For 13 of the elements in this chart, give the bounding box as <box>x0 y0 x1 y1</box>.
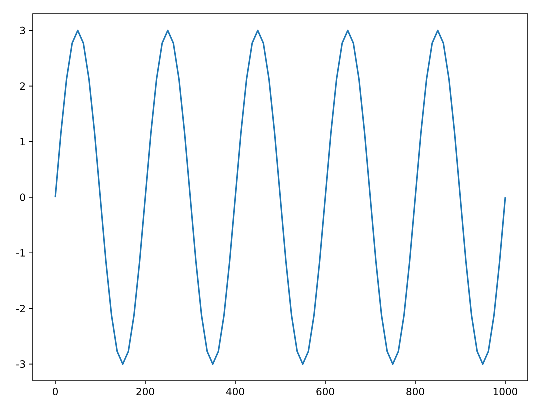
y-tick-label: 0 <box>20 194 26 202</box>
y-tick-label: -3 <box>16 360 26 368</box>
y-tick-label: 3 <box>20 26 26 34</box>
x-tick-label: 400 <box>226 388 244 396</box>
y-tick-label: -1 <box>16 249 26 257</box>
y-tick-label: -2 <box>16 305 25 312</box>
x-tick-label: 1000 <box>494 388 518 396</box>
y-tick-label: 1 <box>20 138 26 146</box>
x-tick-label: 0 <box>52 388 58 396</box>
x-tick-label: 600 <box>316 388 334 396</box>
y-tick-label: 2 <box>20 82 25 90</box>
x-tick-label: 800 <box>406 388 424 396</box>
x-tick-label: 200 <box>136 388 154 396</box>
